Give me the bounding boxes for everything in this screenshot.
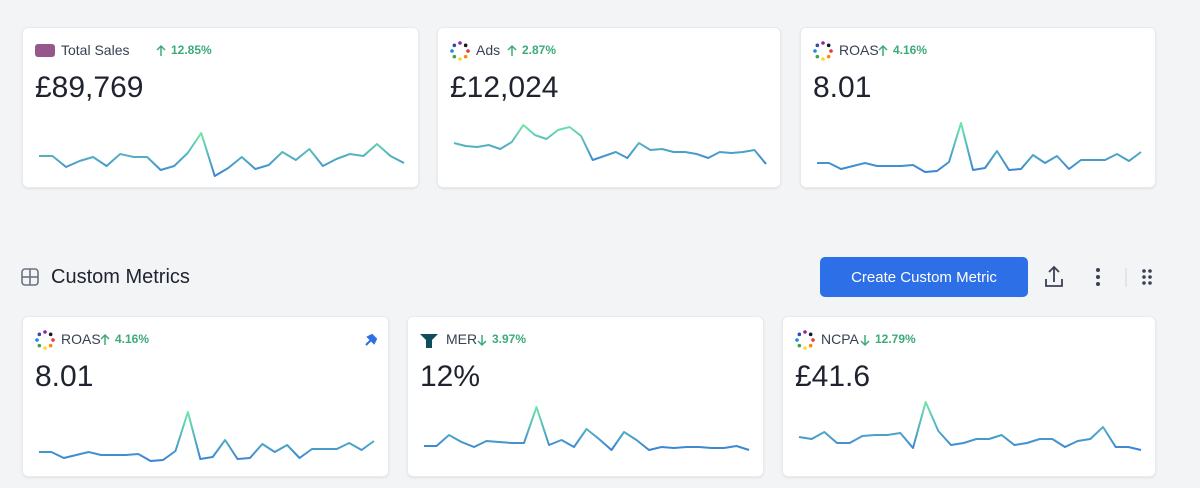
ring-dot (43, 346, 47, 350)
ring-dot (803, 330, 807, 334)
ring-dot (797, 332, 802, 337)
mer-icon (420, 334, 438, 348)
create-button[interactable]: Create Custom Metric (820, 257, 1028, 297)
ring-dot (826, 43, 831, 48)
ring-dot (795, 338, 799, 342)
metric-value: £41.6 (795, 360, 871, 393)
ring-dot (450, 49, 454, 53)
ring-dot (821, 41, 825, 45)
ring-dot (797, 343, 802, 348)
ring-dot (452, 43, 457, 48)
metric-change: 12.79% (875, 332, 916, 346)
ring-dot (813, 49, 817, 53)
metric-card: ROAS 4.16% 8.01 (22, 316, 389, 477)
metric-card: Total Sales 12.85% £89,769 (22, 27, 419, 188)
metric-label: ROAS (839, 42, 879, 58)
ring-dot (815, 54, 820, 59)
woo-icon (35, 44, 55, 57)
metric-value: £89,769 (35, 71, 144, 104)
sparkline (798, 401, 1142, 451)
ring-dot (48, 343, 53, 348)
metric-value: £12,024 (450, 71, 559, 104)
ring-dot (51, 338, 55, 342)
ring-dot (35, 338, 39, 342)
ring-dot (37, 332, 42, 337)
card-graphics (813, 41, 1142, 173)
card-graphics (420, 334, 750, 451)
ring-dot (808, 343, 813, 348)
custom-metrics-icon (21, 268, 39, 286)
ring-dot (821, 57, 825, 61)
metric-change: 4.16% (115, 332, 150, 346)
metric-value: 8.01 (35, 360, 94, 393)
trend-arrow (878, 44, 888, 56)
metric-card: Ads 2.87% £12,024 (437, 27, 781, 188)
card-graphics (450, 41, 767, 165)
metric-label: Ads (476, 42, 501, 58)
drag-icon[interactable] (1142, 269, 1152, 285)
metric-label: Total Sales (61, 42, 130, 58)
ring-dot (815, 43, 820, 48)
metric-card: ROAS 4.16% 8.01 (800, 27, 1156, 188)
metric-card: MER 3.97% 12% (407, 316, 764, 477)
card-graphics (35, 330, 378, 462)
metric-change: 4.16% (893, 43, 928, 57)
ring-dot (826, 54, 831, 59)
ring-dot (37, 343, 42, 348)
ring-dot (458, 57, 462, 61)
ring-dot (463, 54, 468, 59)
ring-dot (466, 49, 470, 53)
trend-arrow (156, 44, 166, 56)
card-graphics (795, 330, 1142, 451)
ring-dot (463, 43, 468, 48)
ring-dot (458, 41, 462, 45)
sparkline (424, 406, 750, 451)
trend-arrow (477, 335, 487, 347)
ring-dot (452, 54, 457, 59)
sparkline (39, 411, 375, 462)
card-graphics (35, 44, 405, 177)
metric-value: 8.01 (813, 71, 872, 104)
ring-dot (829, 49, 833, 53)
trend-arrow (507, 44, 517, 56)
ring-dot (803, 346, 807, 350)
metric-value: 12% (420, 360, 481, 393)
metric-label: MER (446, 331, 478, 347)
trend-arrow (100, 333, 110, 345)
sparkline (817, 122, 1142, 173)
ring-dot (43, 330, 47, 334)
metric-change: 2.87% (522, 43, 557, 57)
ring-dot (811, 338, 815, 342)
metric-change: 12.85% (171, 43, 212, 57)
pin-icon (365, 333, 378, 346)
metric-label: ROAS (61, 331, 101, 347)
ring-dot (48, 332, 53, 337)
sparkline (453, 124, 767, 165)
metric-card: NCPA 12.79% £41.6 (782, 316, 1156, 477)
more-icon[interactable] (1096, 268, 1100, 286)
trend-arrow (860, 335, 870, 347)
sparkline (39, 132, 405, 177)
metric-change: 3.97% (492, 332, 527, 346)
metric-label: NCPA (821, 331, 859, 347)
section-title: Custom Metrics (51, 266, 190, 288)
upload-icon[interactable] (1045, 265, 1063, 287)
ring-dot (808, 332, 813, 337)
